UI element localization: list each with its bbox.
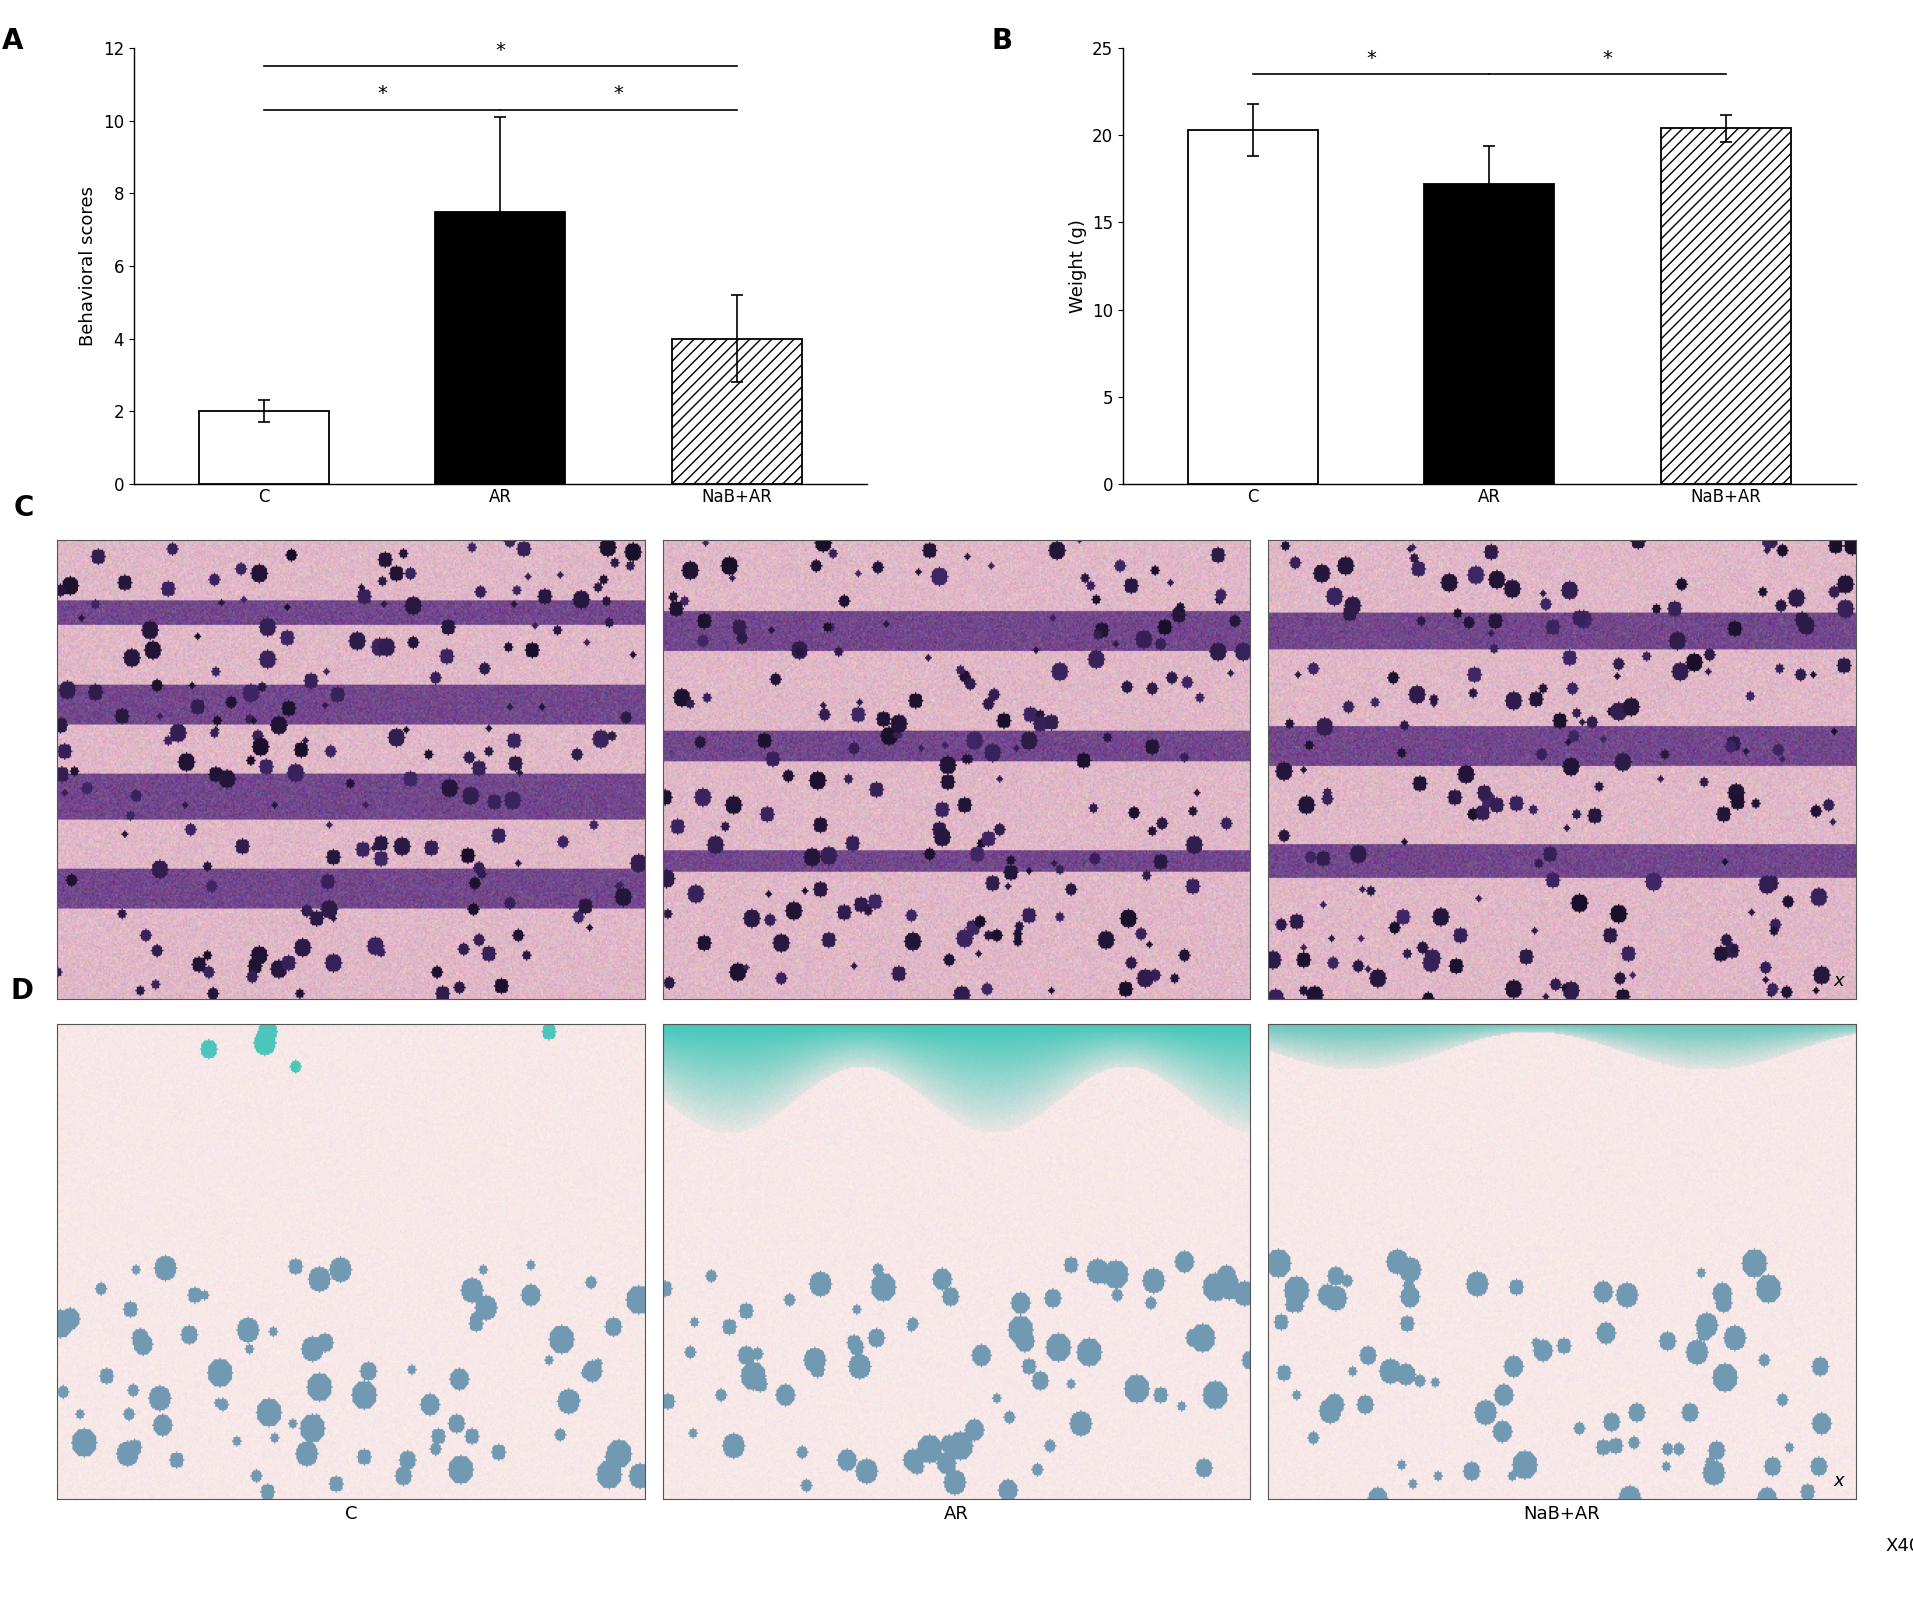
X-axis label: C: C <box>344 1504 358 1523</box>
Text: C: C <box>13 493 34 522</box>
Bar <box>671 339 802 484</box>
Y-axis label: Behavioral scores: Behavioral scores <box>78 185 98 347</box>
Text: B: B <box>991 27 1012 55</box>
Text: *: * <box>495 40 505 60</box>
Bar <box>1660 129 1791 484</box>
Text: X400: X400 <box>1884 1538 1913 1556</box>
Bar <box>436 211 564 484</box>
Bar <box>1425 184 1553 484</box>
Text: x: x <box>1833 972 1844 990</box>
Text: A: A <box>2 27 23 55</box>
Text: D: D <box>11 977 34 1004</box>
X-axis label: NaB+AR: NaB+AR <box>1523 1504 1599 1523</box>
Text: x: x <box>1833 1472 1844 1489</box>
Text: *: * <box>377 84 386 103</box>
Text: *: * <box>1603 48 1613 68</box>
Y-axis label: Weight (g): Weight (g) <box>1069 219 1087 313</box>
Bar <box>199 411 329 484</box>
X-axis label: AR: AR <box>943 1504 970 1523</box>
Text: *: * <box>614 84 624 103</box>
Text: *: * <box>1366 48 1375 68</box>
Bar <box>1188 131 1318 484</box>
